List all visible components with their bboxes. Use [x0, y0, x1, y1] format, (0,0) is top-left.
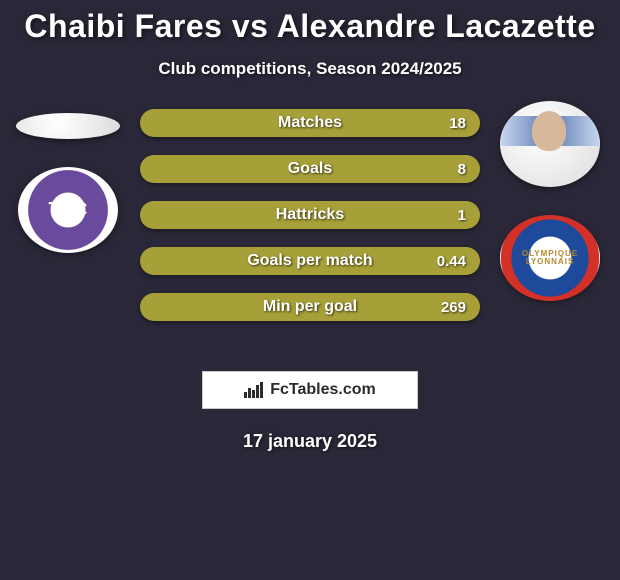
player2-photo	[500, 101, 600, 187]
page-title: Chaibi Fares vs Alexandre Lacazette	[0, 0, 620, 45]
stat-label: Goals	[288, 160, 332, 178]
player1-column: TFC	[8, 109, 128, 253]
subtitle: Club competitions, Season 2024/2025	[0, 59, 620, 79]
stat-label: Goals per match	[247, 252, 372, 270]
brand-text: FcTables.com	[270, 381, 376, 399]
stat-right-value: 1	[458, 207, 466, 224]
player2-column: OLYMPIQUE LYONNAIS	[490, 101, 610, 301]
stat-bar: Goals per match 0.44	[140, 247, 480, 275]
stat-label: Hattricks	[276, 206, 344, 224]
infographic-date: 17 january 2025	[0, 431, 620, 452]
stat-right-value: 8	[458, 161, 466, 178]
player1-club-short: TFC	[49, 199, 88, 222]
stat-bars: Matches 18 Goals 8 Hattricks 1 Goals per…	[140, 109, 480, 321]
stat-bar: Matches 18	[140, 109, 480, 137]
comparison-arena: TFC OLYMPIQUE LYONNAIS Matches 18 Goals …	[0, 109, 620, 349]
stat-bar: Hattricks 1	[140, 201, 480, 229]
stat-label: Matches	[278, 114, 342, 132]
stat-bar: Min per goal 269	[140, 293, 480, 321]
stat-right-value: 269	[441, 299, 466, 316]
stat-right-value: 18	[449, 115, 466, 132]
player2-club-badge: OLYMPIQUE LYONNAIS	[500, 215, 600, 301]
stat-label: Min per goal	[263, 298, 357, 316]
bar-chart-icon	[244, 382, 264, 398]
player1-club-badge: TFC	[18, 167, 118, 253]
stat-bar: Goals 8	[140, 155, 480, 183]
brand-box[interactable]: FcTables.com	[202, 371, 418, 409]
player1-photo	[16, 113, 120, 139]
stat-right-value: 0.44	[437, 253, 466, 270]
player2-club-short: OLYMPIQUE LYONNAIS	[500, 250, 600, 267]
